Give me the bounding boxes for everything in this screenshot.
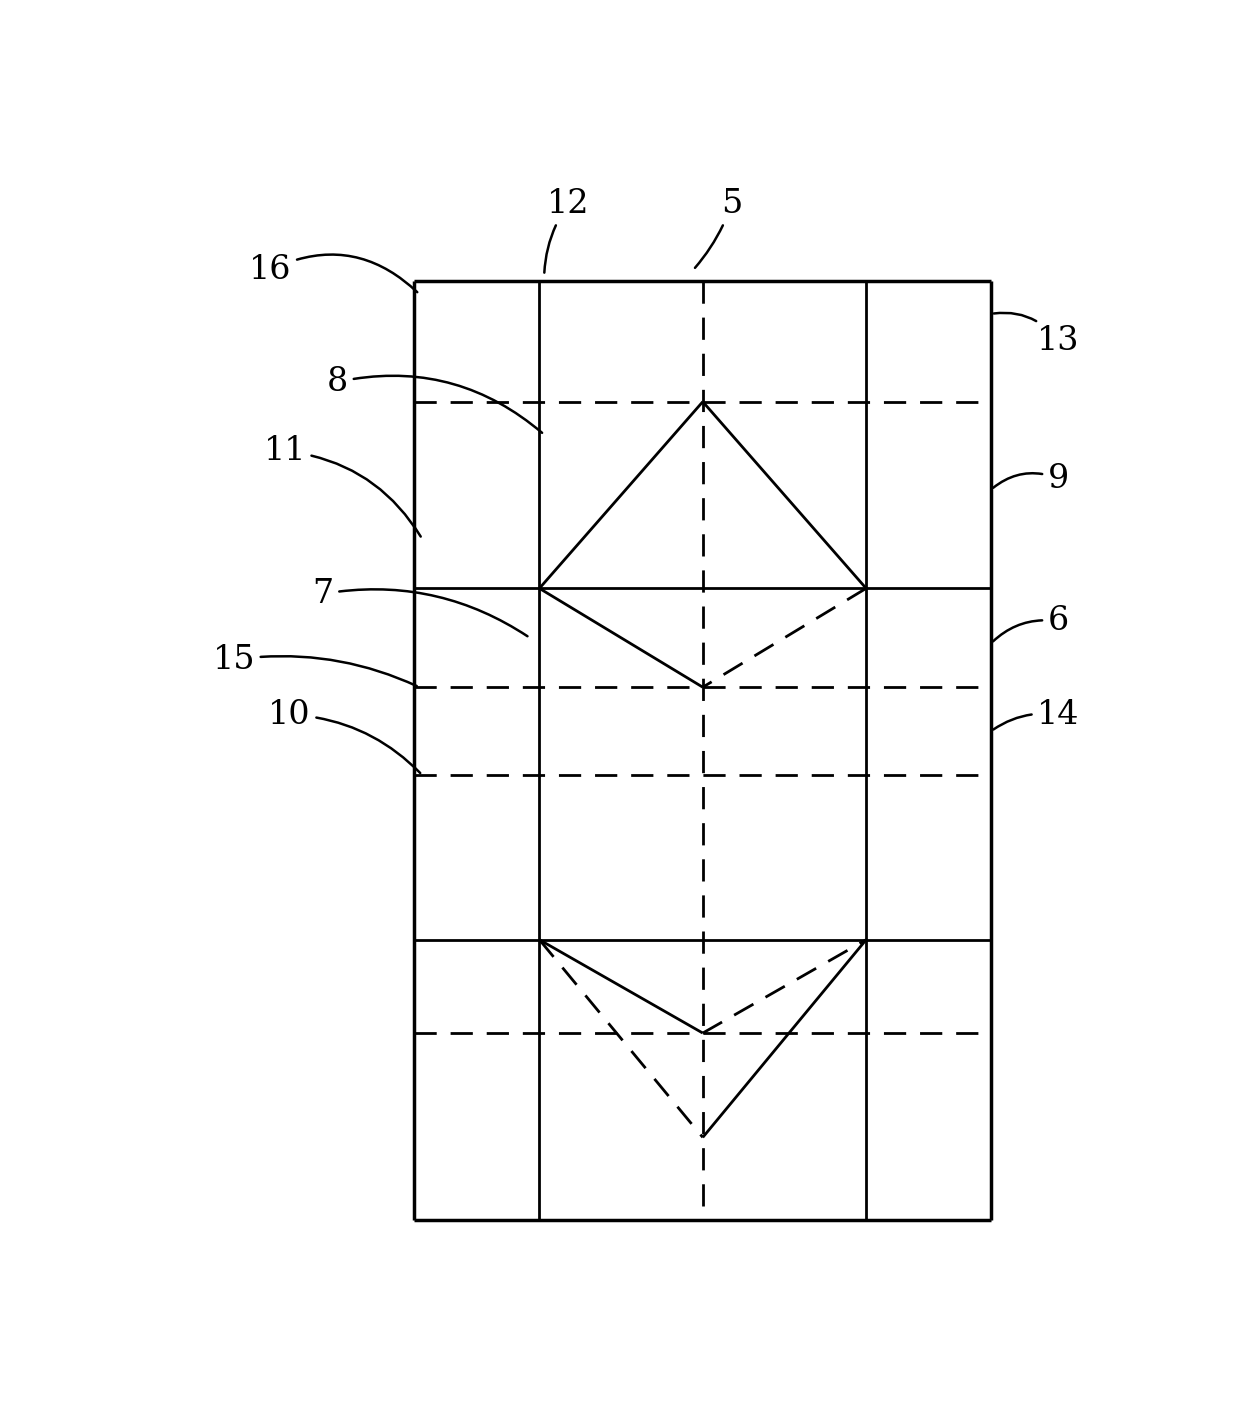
Text: 13: 13 [993, 312, 1080, 358]
Text: 7: 7 [312, 578, 527, 636]
Text: 5: 5 [694, 188, 743, 268]
Text: 12: 12 [544, 188, 589, 272]
Text: 10: 10 [268, 699, 420, 773]
Text: 11: 11 [263, 435, 420, 536]
Text: 16: 16 [249, 254, 418, 292]
Text: 8: 8 [327, 366, 542, 434]
Text: 6: 6 [993, 605, 1069, 642]
Text: 14: 14 [993, 699, 1080, 730]
Text: 15: 15 [212, 643, 417, 686]
Text: 9: 9 [993, 462, 1069, 495]
